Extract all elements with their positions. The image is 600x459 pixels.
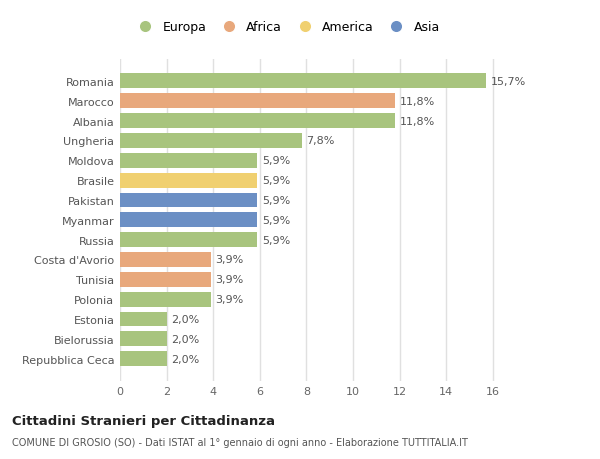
Text: 3,9%: 3,9% xyxy=(215,255,244,265)
Bar xyxy=(120,332,167,347)
Text: 5,9%: 5,9% xyxy=(262,196,290,206)
Text: 2,0%: 2,0% xyxy=(171,314,199,325)
Text: 3,9%: 3,9% xyxy=(215,275,244,285)
Text: 11,8%: 11,8% xyxy=(400,116,435,126)
Bar xyxy=(120,292,211,307)
Bar xyxy=(120,352,167,366)
Text: 2,0%: 2,0% xyxy=(171,354,199,364)
Bar xyxy=(120,213,257,228)
Text: 5,9%: 5,9% xyxy=(262,176,290,186)
Text: 3,9%: 3,9% xyxy=(215,295,244,304)
Legend: Europa, Africa, America, Asia: Europa, Africa, America, Asia xyxy=(133,21,440,34)
Bar xyxy=(120,114,395,129)
Bar xyxy=(120,174,257,188)
Text: 5,9%: 5,9% xyxy=(262,235,290,245)
Text: 11,8%: 11,8% xyxy=(400,96,435,106)
Text: 7,8%: 7,8% xyxy=(307,136,335,146)
Bar xyxy=(120,74,486,89)
Text: Cittadini Stranieri per Cittadinanza: Cittadini Stranieri per Cittadinanza xyxy=(12,414,275,428)
Bar xyxy=(120,193,257,208)
Text: 5,9%: 5,9% xyxy=(262,215,290,225)
Bar xyxy=(120,153,257,168)
Bar xyxy=(120,134,302,149)
Bar xyxy=(120,272,211,287)
Bar xyxy=(120,233,257,247)
Text: 5,9%: 5,9% xyxy=(262,156,290,166)
Bar xyxy=(120,312,167,327)
Text: 15,7%: 15,7% xyxy=(490,77,526,87)
Bar xyxy=(120,252,211,267)
Bar xyxy=(120,94,395,109)
Text: COMUNE DI GROSIO (SO) - Dati ISTAT al 1° gennaio di ogni anno - Elaborazione TUT: COMUNE DI GROSIO (SO) - Dati ISTAT al 1°… xyxy=(12,437,468,447)
Text: 2,0%: 2,0% xyxy=(171,334,199,344)
